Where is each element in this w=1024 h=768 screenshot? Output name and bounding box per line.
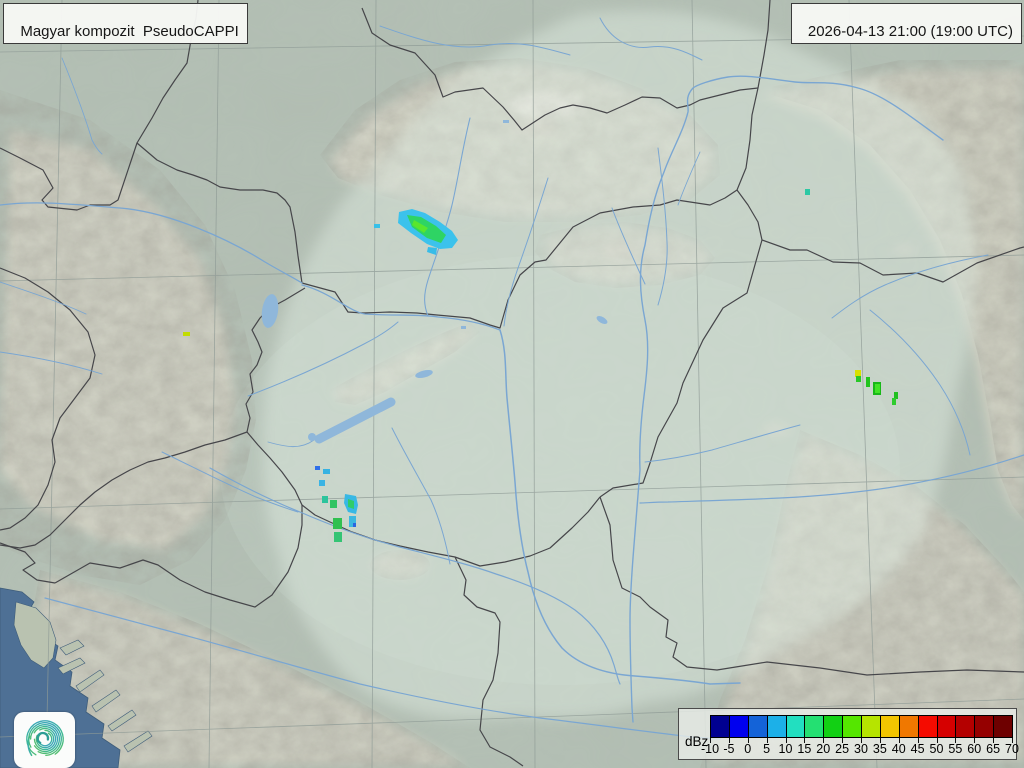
radar-echo bbox=[374, 224, 380, 228]
legend-color-swatch bbox=[842, 716, 861, 737]
radar-echo bbox=[875, 384, 880, 393]
lake-tisza bbox=[596, 316, 608, 324]
radar-coverage-area bbox=[262, 10, 976, 719]
legend-tick-label: 10 bbox=[778, 742, 793, 756]
radar-echo bbox=[866, 377, 870, 387]
legend-tick-mark bbox=[898, 738, 900, 743]
legend-color-swatch bbox=[879, 716, 899, 737]
legend-tick-mark bbox=[842, 738, 844, 743]
legend-ticks bbox=[679, 738, 1016, 743]
product-title-box: Magyar kompozit PseudoCAPPI bbox=[3, 3, 248, 44]
radar-echo bbox=[330, 500, 337, 508]
legend-tick-mark bbox=[823, 738, 825, 743]
legend-tick-label: 60 bbox=[967, 742, 982, 756]
radar-echo bbox=[805, 189, 810, 195]
met-logo bbox=[14, 712, 75, 768]
istria-and-islands bbox=[13, 601, 153, 753]
radar-echo bbox=[183, 332, 190, 336]
timestamp-box: 2026-04-13 21:00 (19:00 UTC) bbox=[790, 3, 1022, 44]
legend-color-swatch bbox=[955, 716, 975, 737]
legend-tick-mark bbox=[917, 738, 919, 743]
legend-tick-mark bbox=[936, 738, 938, 743]
legend-tick-label: 55 bbox=[948, 742, 963, 756]
legend-color-swatch bbox=[785, 716, 805, 737]
lake-ferto bbox=[261, 294, 279, 328]
legend-tick-mark bbox=[710, 738, 711, 743]
legend-tick-label: -5 bbox=[723, 742, 735, 756]
legend-color-swatch bbox=[861, 716, 880, 737]
legend-colorbar bbox=[710, 715, 1013, 738]
legend-color-swatch bbox=[711, 716, 729, 737]
legend-color-swatch bbox=[766, 716, 786, 737]
legend-tick-mark bbox=[804, 738, 806, 743]
legend-color-swatch bbox=[747, 716, 767, 737]
legend-tick-label: 70 bbox=[1005, 742, 1019, 756]
radar-echo bbox=[412, 220, 428, 233]
legend-tick-mark bbox=[879, 738, 881, 743]
legend-color-swatch bbox=[936, 716, 956, 737]
legend-tick-label: 20 bbox=[816, 742, 831, 756]
legend-color-swatch bbox=[804, 716, 824, 737]
legend-tick-mark bbox=[747, 738, 749, 743]
legend-tick-label: 0 bbox=[744, 742, 752, 756]
legend-tick-mark bbox=[1012, 738, 1013, 743]
radar-echo bbox=[427, 247, 437, 255]
legend-color-swatch bbox=[898, 716, 918, 737]
radar-echo bbox=[894, 392, 898, 399]
legend-tick-mark bbox=[993, 738, 995, 743]
legend-tick-label: 5 bbox=[763, 742, 771, 756]
lakes bbox=[261, 120, 608, 444]
legend-tick-mark bbox=[766, 738, 768, 743]
legend-unit-label: dBz bbox=[685, 734, 709, 749]
legend-color-swatch bbox=[974, 716, 994, 737]
radar-echo bbox=[334, 532, 342, 542]
radar-echo-layer bbox=[183, 189, 898, 542]
legend-color-swatch bbox=[917, 716, 937, 737]
legend-panel: dBz -10 -5 0 5 10 15 20 25 30 35 40 45 50 55 60 65 70 bbox=[678, 708, 1019, 760]
radar-echo bbox=[333, 518, 342, 529]
timestamp: 2026-04-13 21:00 (19:00 UTC) bbox=[807, 23, 1013, 40]
radar-echo bbox=[349, 516, 356, 527]
radar-echo bbox=[323, 469, 330, 474]
legend-color-swatch bbox=[823, 716, 843, 737]
legend-tick-label: 50 bbox=[929, 742, 944, 756]
lake-velence bbox=[415, 369, 433, 379]
product-title: Magyar kompozit PseudoCAPPI bbox=[20, 23, 239, 40]
legend-tick-mark bbox=[974, 738, 976, 743]
legend-tick-label: 25 bbox=[835, 742, 850, 756]
legend-tick-mark bbox=[728, 738, 730, 743]
radar-echo bbox=[348, 499, 354, 509]
radar-echo bbox=[892, 398, 896, 405]
legend-tick-label: 65 bbox=[986, 742, 1001, 756]
legend-tick-label: -10 bbox=[700, 742, 720, 756]
radar-echo bbox=[319, 480, 325, 486]
radar-echo bbox=[856, 376, 861, 382]
radar-echo bbox=[322, 496, 328, 503]
radar-echo bbox=[353, 523, 356, 527]
legend-color-swatch bbox=[993, 716, 1012, 737]
legend-tick-label: 15 bbox=[797, 742, 812, 756]
radar-echo bbox=[315, 466, 320, 470]
legend-tick-label: 30 bbox=[854, 742, 868, 756]
legend-tick-mark bbox=[861, 738, 862, 743]
radar-echo bbox=[855, 370, 861, 377]
lake-balaton bbox=[314, 397, 396, 444]
swirl-logo-icon bbox=[25, 720, 64, 758]
legend-color-swatch bbox=[728, 716, 748, 737]
rivers bbox=[0, 17, 1024, 740]
legend-tick-mark bbox=[785, 738, 787, 743]
legend-tick-label: 40 bbox=[891, 742, 906, 756]
legend-tick-label: 45 bbox=[910, 742, 925, 756]
legend-tick-mark bbox=[955, 738, 957, 743]
legend-tick-labels: -10 -5 0 5 10 15 20 25 30 35 40 45 50 55 60 65 70 bbox=[679, 742, 1019, 758]
legend-tick-label: 35 bbox=[872, 742, 887, 756]
